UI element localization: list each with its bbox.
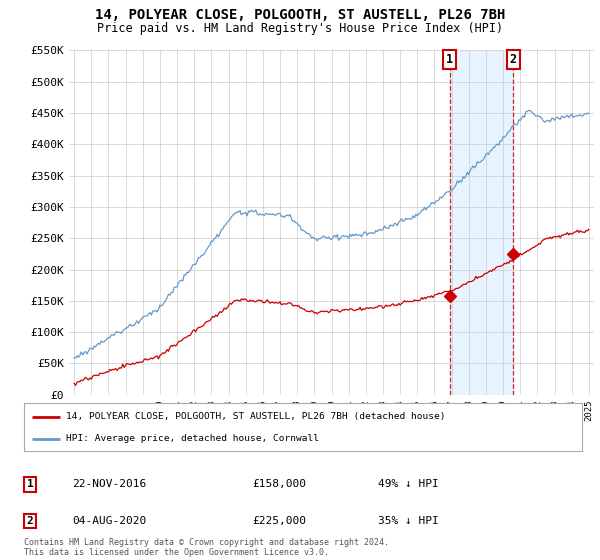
Bar: [450, 50, 514, 395]
Text: 14, POLYEAR CLOSE, POLGOOTH, ST AUSTELL, PL26 7BH (detached house): 14, POLYEAR CLOSE, POLGOOTH, ST AUSTELL,…: [66, 412, 445, 421]
Text: 1: 1: [26, 479, 34, 489]
Text: 1: 1: [446, 53, 454, 66]
Text: 14, POLYEAR CLOSE, POLGOOTH, ST AUSTELL, PL26 7BH: 14, POLYEAR CLOSE, POLGOOTH, ST AUSTELL,…: [95, 8, 505, 22]
Text: HPI: Average price, detached house, Cornwall: HPI: Average price, detached house, Corn…: [66, 435, 319, 444]
Text: 22-NOV-2016: 22-NOV-2016: [72, 479, 146, 489]
Text: Price paid vs. HM Land Registry's House Price Index (HPI): Price paid vs. HM Land Registry's House …: [97, 22, 503, 35]
Text: 2: 2: [26, 516, 34, 526]
Text: 49% ↓ HPI: 49% ↓ HPI: [378, 479, 439, 489]
Text: 04-AUG-2020: 04-AUG-2020: [72, 516, 146, 526]
Text: 35% ↓ HPI: 35% ↓ HPI: [378, 516, 439, 526]
Text: 2: 2: [510, 53, 517, 66]
Text: Contains HM Land Registry data © Crown copyright and database right 2024.
This d: Contains HM Land Registry data © Crown c…: [24, 538, 389, 557]
Text: £158,000: £158,000: [252, 479, 306, 489]
Text: £225,000: £225,000: [252, 516, 306, 526]
